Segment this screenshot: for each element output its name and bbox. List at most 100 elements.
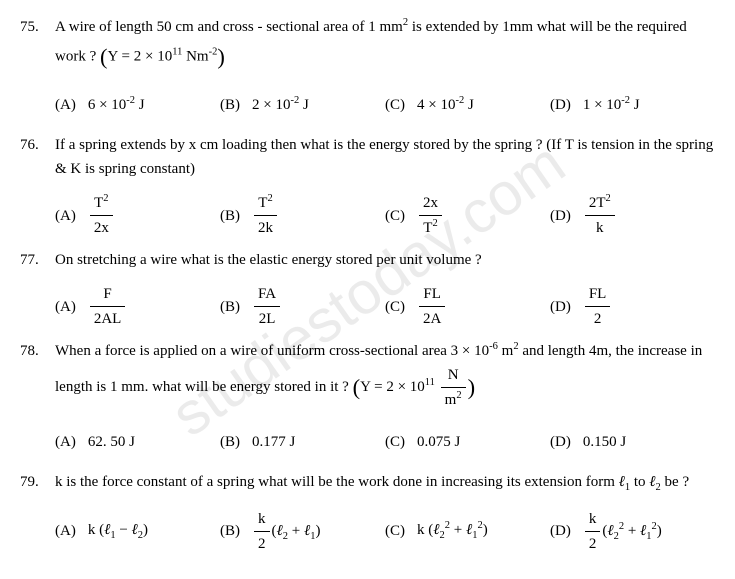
- options-row: (A)F2AL (B)FA2L (C)FL2A (D)FL2: [55, 282, 715, 331]
- question-body: A wire of length 50 cm and cross - secti…: [55, 15, 715, 125]
- superscript: 11: [425, 377, 435, 388]
- val-pre: 1 × 10: [583, 97, 621, 113]
- question-body: If a spring extends by x cm loading then…: [55, 133, 715, 240]
- numerator: 2T2: [585, 191, 615, 216]
- option-a: (A) 62. 50 J: [55, 422, 220, 462]
- val-post: J: [299, 97, 309, 113]
- paren: ): [217, 44, 225, 69]
- option-label: (B): [220, 519, 240, 543]
- option-value: 0.177 J: [252, 430, 295, 454]
- superscript: 11: [172, 46, 182, 57]
- num-sup: 2: [103, 193, 108, 204]
- option-d: (D) 0.150 J: [550, 422, 715, 462]
- text-part: When a force is applied on a wire of uni…: [55, 343, 489, 359]
- option-label: (A): [55, 519, 76, 543]
- text-part: to: [630, 474, 649, 490]
- option-label: (B): [220, 295, 240, 319]
- numerator: N: [441, 363, 466, 388]
- denominator: 2: [585, 307, 611, 331]
- question-78: 78. When a force is applied on a wire of…: [20, 339, 715, 462]
- fraction: F2AL: [90, 282, 126, 331]
- question-number: 75.: [20, 15, 55, 125]
- question-77: 77. On stretching a wire what is the ela…: [20, 248, 715, 331]
- option-c: (C) 2xT2: [385, 191, 550, 240]
- options-row: (A)6 × 10-2 J (B) 2 × 10 -2 J (C)4 × 10-2 …: [55, 85, 715, 125]
- option-label: (B): [220, 204, 240, 228]
- option-label: (A): [55, 295, 76, 319]
- question-text: A wire of length 50 cm and cross - secti…: [55, 15, 715, 75]
- num-sup: 2: [267, 193, 272, 204]
- question-body: k is the force constant of a spring what…: [55, 470, 715, 556]
- denominator: 2AL: [90, 307, 126, 331]
- text-part: Nm: [182, 48, 208, 64]
- option-b: (B)k2(ℓ2 + ℓ1): [220, 507, 385, 556]
- option-d: (D) FL2: [550, 282, 715, 331]
- option-label: (D): [550, 204, 571, 228]
- numerator: F: [90, 282, 126, 307]
- question-number: 76.: [20, 133, 55, 240]
- option-a: (A)T22x: [55, 191, 220, 240]
- numerator: FL: [585, 282, 611, 307]
- option-d: (D) 2T2k: [550, 191, 715, 240]
- fraction: 2xT2: [419, 191, 442, 240]
- fraction: 2T2k: [585, 191, 615, 240]
- text-part: m: [498, 343, 513, 359]
- superscript: -6: [489, 341, 498, 352]
- fraction: FL2A: [419, 282, 445, 331]
- option-d: (D)k2(ℓ22 + ℓ12): [550, 507, 715, 556]
- option-label: (D): [550, 93, 571, 117]
- option-a: (A) k (ℓ1 − ℓ2): [55, 507, 220, 556]
- fraction: T2 2x: [90, 191, 113, 240]
- paren: (: [100, 44, 108, 69]
- option-a: (A)6 × 10-2 J: [55, 85, 220, 125]
- option-label: (C): [385, 93, 405, 117]
- option-c: (C)0.075 J: [385, 422, 550, 462]
- question-text: When a force is applied on a wire of uni…: [55, 339, 715, 412]
- option-b: (B) T22k: [220, 191, 385, 240]
- option-value: k (ℓ22 + ℓ12): [417, 518, 488, 545]
- option-b: (B) FA2L: [220, 282, 385, 331]
- denominator: 2L: [254, 307, 280, 331]
- question-75: 75. A wire of length 50 cm and cross - s…: [20, 15, 715, 125]
- option-value: 62. 50 J: [88, 430, 135, 454]
- question-76: 76. If a spring extends by x cm loading …: [20, 133, 715, 240]
- question-body: When a force is applied on a wire of uni…: [55, 339, 715, 462]
- option-label: (B): [220, 93, 240, 117]
- option-value: 0.150 J: [583, 430, 626, 454]
- question-text: k is the force constant of a spring what…: [55, 470, 715, 497]
- question-text: On stretching a wire what is the elastic…: [55, 248, 715, 272]
- option-c: (C) k (ℓ22 + ℓ12): [385, 507, 550, 556]
- question-number: 79.: [20, 470, 55, 556]
- num-val: T: [94, 195, 103, 211]
- val-pre: 2 × 10: [252, 97, 290, 113]
- question-text: If a spring extends by x cm loading then…: [55, 133, 715, 181]
- option-label: (C): [385, 204, 405, 228]
- option-c: (C) FL2A: [385, 282, 550, 331]
- denominator: 2x: [90, 216, 113, 240]
- option-label: (C): [385, 519, 405, 543]
- options-row: (A) k (ℓ1 − ℓ2) (B)k2(ℓ2 + ℓ1) (C) k (ℓ22 …: [55, 507, 715, 556]
- option-value: k2(ℓ22 + ℓ12): [583, 507, 662, 556]
- option-b: (B)2 × 10-2 J: [220, 85, 385, 125]
- numerator: FA: [254, 282, 280, 307]
- option-label: (C): [385, 295, 405, 319]
- option-value: 1 × 10-2 J: [583, 93, 640, 117]
- val-sup: -2: [126, 95, 135, 106]
- fraction: T22k: [254, 191, 277, 240]
- option-label: (D): [550, 430, 571, 454]
- text-part: Y = 2 × 10: [108, 48, 173, 64]
- denominator: T2: [419, 216, 442, 240]
- options-row: (A)T22x (B)T22k (C)2xT2 (D)2T2k: [55, 191, 715, 240]
- numerator: FL: [419, 282, 445, 307]
- denominator: 2A: [419, 307, 445, 331]
- option-label: (D): [550, 295, 571, 319]
- val-post: J: [135, 97, 145, 113]
- fraction: FA2L: [254, 282, 280, 331]
- val-pre: 6 × 10: [88, 97, 126, 113]
- option-c: (C)4 × 10-2 J: [385, 85, 550, 125]
- denominator: m2: [441, 388, 466, 412]
- option-value: k (ℓ1 − ℓ2): [88, 518, 148, 545]
- num-sup: 2: [606, 193, 611, 204]
- option-label: (A): [55, 430, 76, 454]
- question-body: On stretching a wire what is the elastic…: [55, 248, 715, 331]
